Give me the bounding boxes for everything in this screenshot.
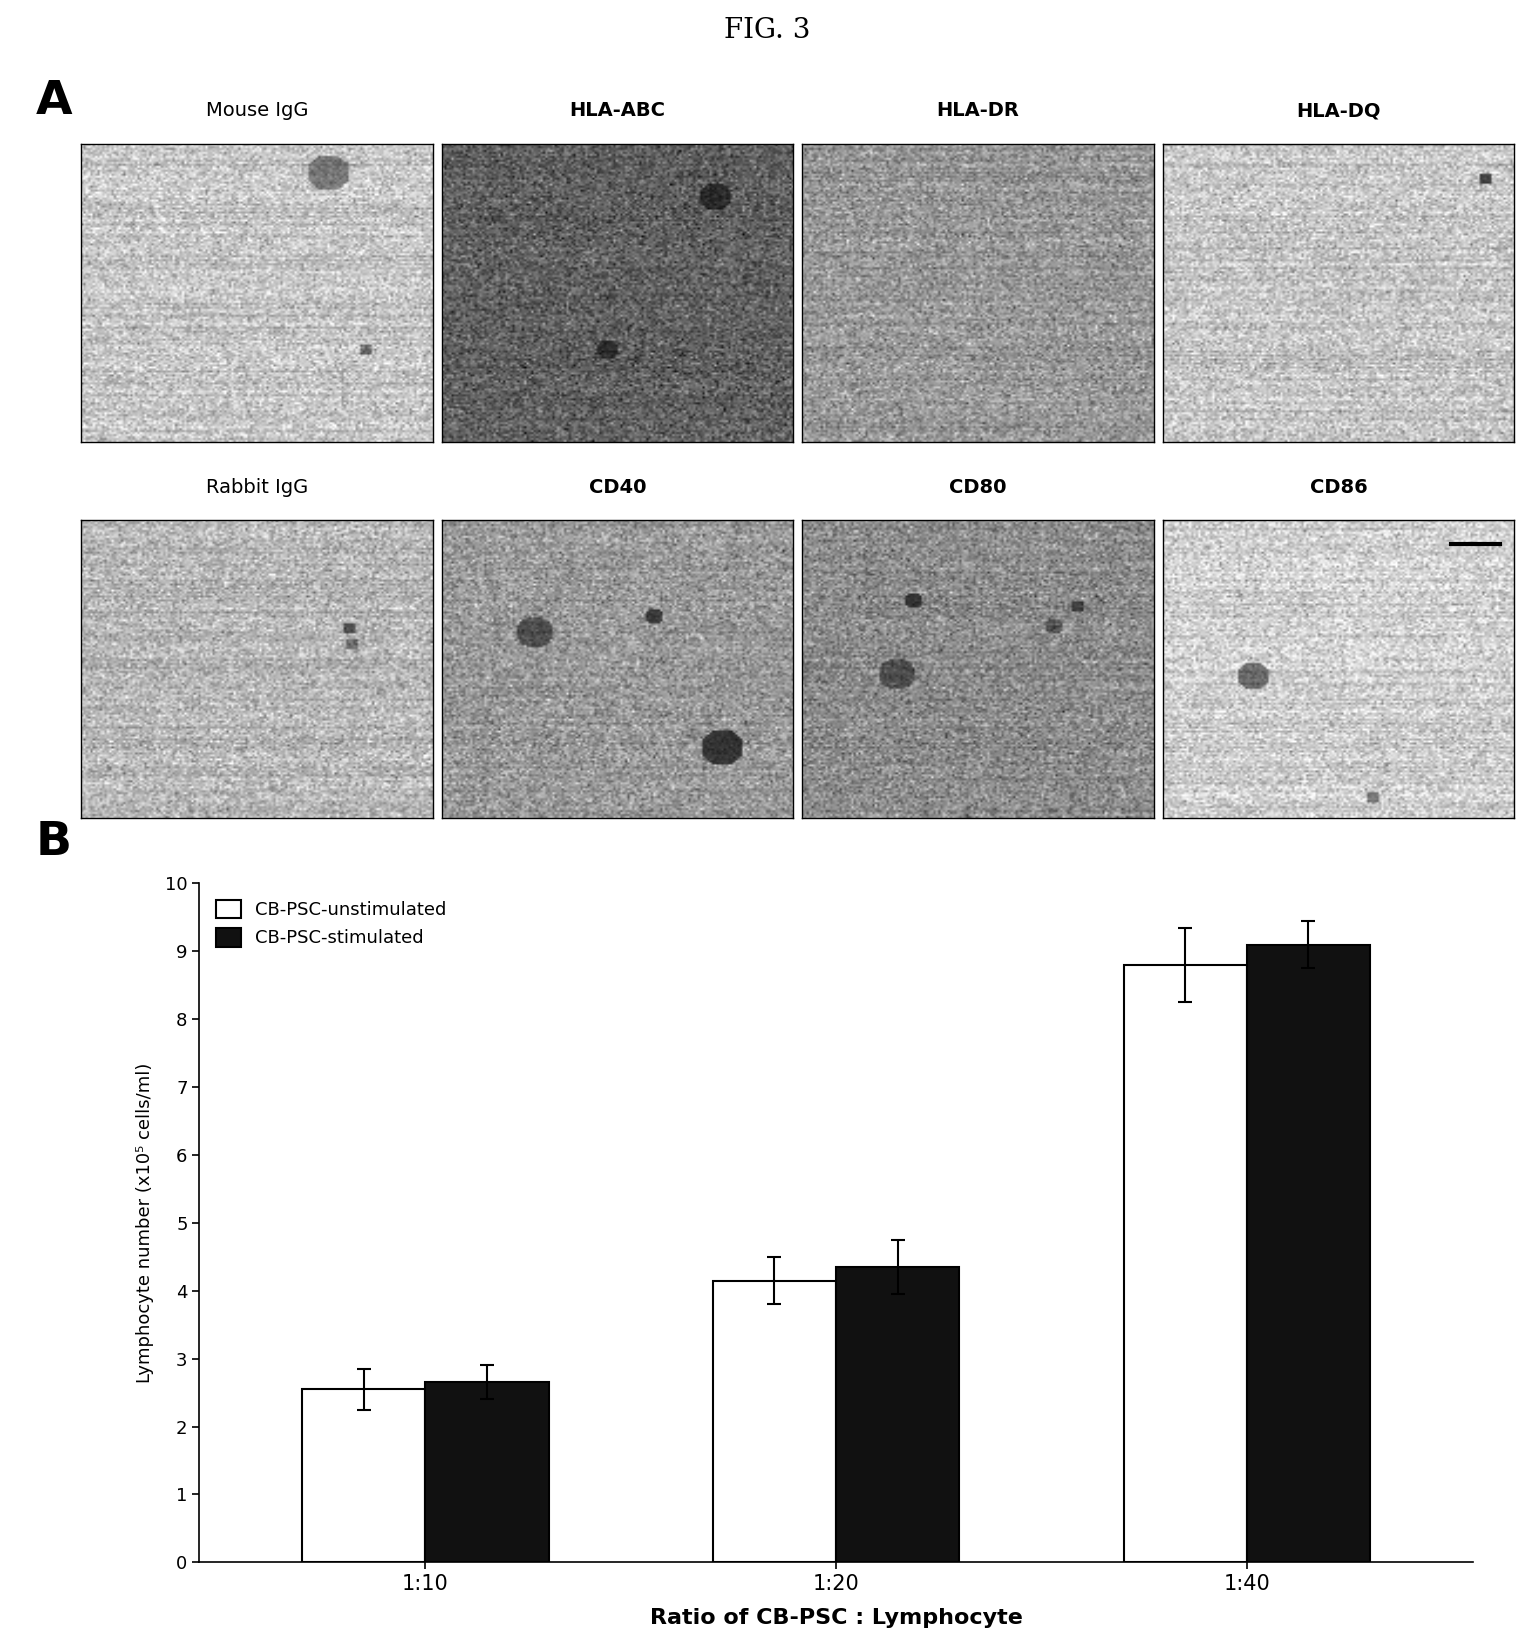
Text: HLA-DR: HLA-DR	[936, 101, 1020, 121]
Text: Rabbit IgG: Rabbit IgG	[206, 478, 308, 497]
Bar	[1247, 944, 1370, 1562]
Text: CD80: CD80	[950, 478, 1006, 497]
Legend: CB-PSC-unstimulated, CB-PSC-stimulated: CB-PSC-unstimulated, CB-PSC-stimulated	[209, 893, 454, 955]
Text: A: A	[35, 79, 72, 124]
Bar	[1123, 965, 1247, 1562]
Text: Mouse IgG: Mouse IgG	[206, 101, 308, 121]
Text: HLA-DQ: HLA-DQ	[1296, 101, 1381, 121]
Bar	[836, 1266, 959, 1562]
Y-axis label: Lymphocyte number (x10⁵ cells/ml): Lymphocyte number (x10⁵ cells/ml)	[137, 1063, 153, 1382]
Text: CD86: CD86	[1310, 478, 1367, 497]
Text: CD40: CD40	[589, 478, 646, 497]
X-axis label: Ratio of CB-PSC : Lymphocyte: Ratio of CB-PSC : Lymphocyte	[649, 1608, 1023, 1628]
Bar	[713, 1281, 836, 1562]
Text: FIG. 3: FIG. 3	[724, 16, 810, 44]
Bar	[302, 1389, 425, 1562]
Bar	[425, 1382, 549, 1562]
Text: HLA-ABC: HLA-ABC	[569, 101, 666, 121]
Text: B: B	[35, 820, 72, 865]
